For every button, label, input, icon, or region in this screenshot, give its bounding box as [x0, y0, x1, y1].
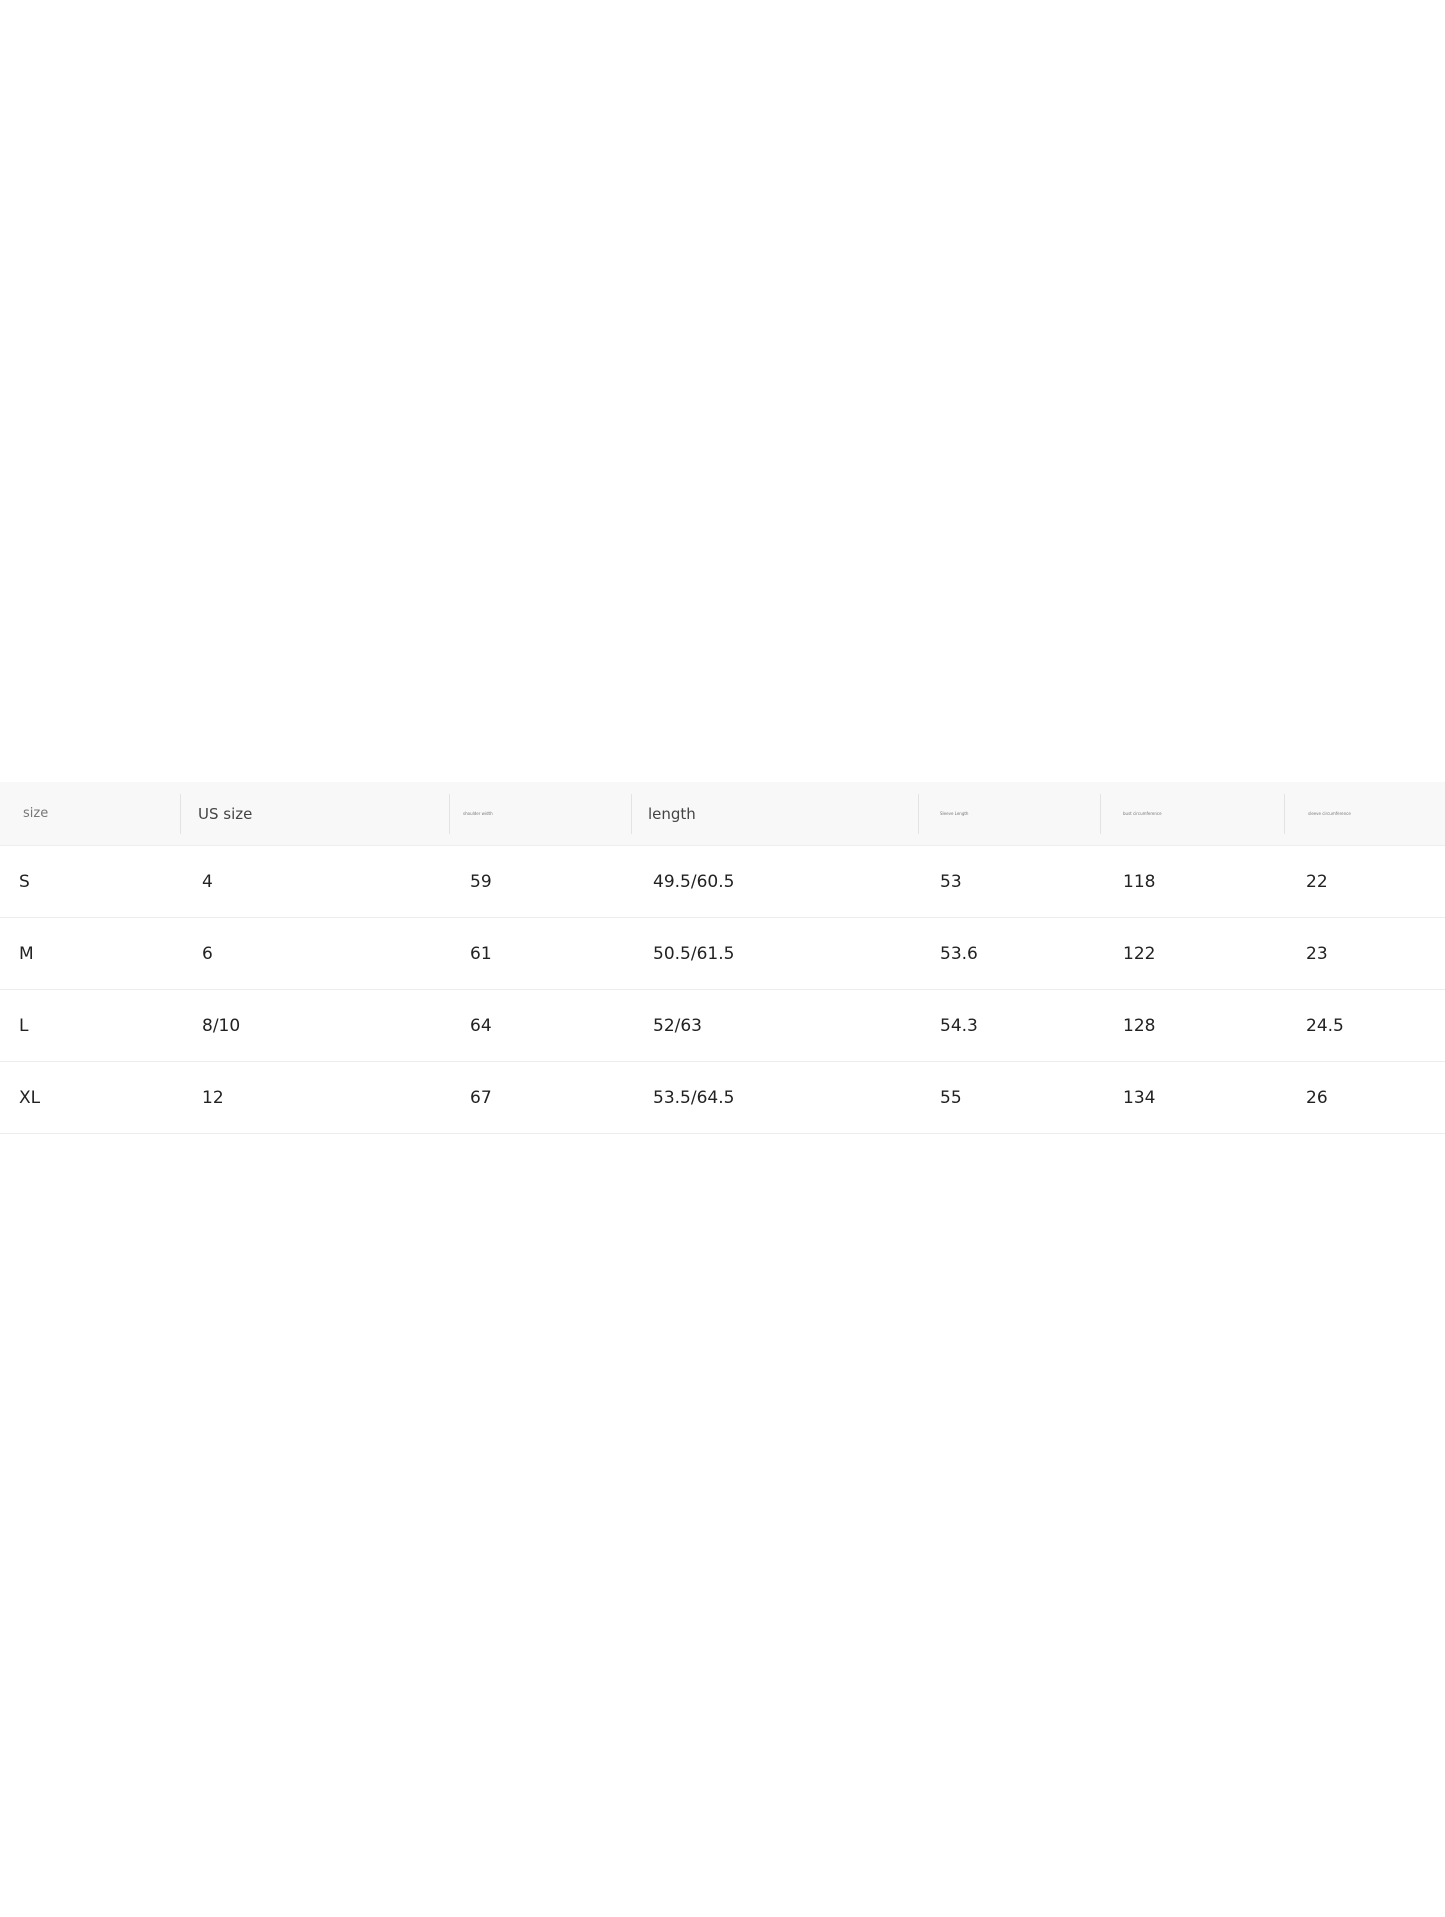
header-shoulder-width: shoulder width: [463, 811, 493, 816]
table-cell: S: [19, 871, 30, 892]
table-cell: 53.5/64.5: [653, 1087, 735, 1108]
table-cell: 118: [1123, 871, 1156, 892]
table-cell: 8/10: [202, 1015, 241, 1036]
table-cell: 26: [1306, 1087, 1328, 1108]
table-cell: 52/63: [653, 1015, 702, 1036]
header-sleeve-length: Sleeve Length: [940, 811, 969, 816]
table-cell: 55: [940, 1087, 962, 1108]
divider: [918, 794, 919, 834]
header-us-size: US size: [198, 804, 253, 823]
header-size: size: [23, 806, 49, 821]
table-cell: 50.5/61.5: [653, 943, 735, 964]
header-sleeve-circumference: sleeve circumference: [1308, 811, 1351, 816]
table-cell: 6: [202, 943, 213, 964]
table-cell: 134: [1123, 1087, 1156, 1108]
header-bust: bust circumference: [1123, 811, 1162, 816]
table-row: L 8/10 64 52/63 54.3 128 24.5: [0, 990, 1445, 1062]
divider: [1284, 794, 1285, 834]
table-cell: 53.6: [940, 943, 978, 964]
table-cell: 122: [1123, 943, 1156, 964]
table-cell: L: [19, 1015, 29, 1036]
table-cell: 53: [940, 871, 962, 892]
divider: [180, 794, 181, 834]
table-cell: M: [19, 943, 34, 964]
table-cell: XL: [19, 1087, 41, 1108]
size-chart-table: size US size shoulder width length Sleev…: [0, 782, 1445, 1134]
table-cell: 67: [470, 1087, 492, 1108]
table-cell: 4: [202, 871, 213, 892]
table-cell: 49.5/60.5: [653, 871, 735, 892]
table-cell: 23: [1306, 943, 1328, 964]
table-cell: 128: [1123, 1015, 1156, 1036]
divider: [631, 794, 632, 834]
table-cell: 61: [470, 943, 492, 964]
table-cell: 22: [1306, 871, 1328, 892]
divider: [449, 794, 450, 834]
divider: [1100, 794, 1101, 834]
table-row: M 6 61 50.5/61.5 53.6 122 23: [0, 918, 1445, 990]
table-cell: 24.5: [1306, 1015, 1344, 1036]
table-cell: 12: [202, 1087, 224, 1108]
table-cell: 54.3: [940, 1015, 978, 1036]
table-row: XL 12 67 53.5/64.5 55 134 26: [0, 1062, 1445, 1134]
table-cell: 64: [470, 1015, 492, 1036]
table-header: size US size shoulder width length Sleev…: [0, 782, 1445, 846]
header-length: length: [648, 804, 696, 823]
table-cell: 59: [470, 871, 492, 892]
table-row: S 4 59 49.5/60.5 53 118 22: [0, 846, 1445, 918]
